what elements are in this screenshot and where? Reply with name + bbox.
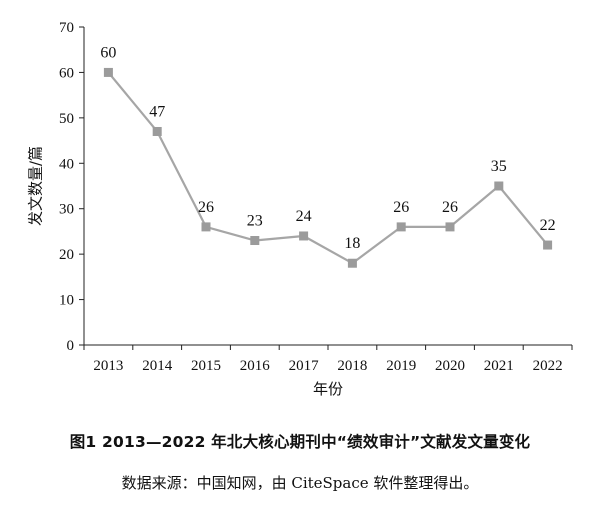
series-group [107,71,549,265]
data-point-marker [543,240,553,250]
x-tick-label: 2018 [337,358,367,374]
data-point-marker [299,231,309,241]
y-tick-label: 60 [59,65,74,81]
data-point-marker [396,222,406,232]
x-tick-label: 2019 [386,358,416,374]
y-axis-title: 发文数量/篇 [27,146,45,226]
data-label: 26 [393,199,409,216]
data-point-marker [201,222,211,232]
y-tick-label: 70 [59,20,74,36]
data-label: 23 [247,213,263,230]
data-label: 22 [540,217,556,234]
y-tick-label: 30 [59,202,74,218]
y-tick-label: 20 [59,247,74,263]
data-point-marker [494,181,504,191]
y-axis-ticks: 0 10 20 30 40 50 60 70 [59,20,84,354]
y-tick-label: 0 [67,338,75,354]
data-points [103,67,553,268]
data-point-marker [445,222,455,232]
data-label: 26 [442,199,458,216]
data-label: 26 [198,199,214,216]
y-tick-label: 50 [59,111,74,127]
x-tick-label: 2021 [484,358,514,374]
x-tick-label: 2014 [142,358,173,374]
data-labels: 60 47 26 23 24 18 26 26 35 22 [100,44,555,252]
x-tick-label: 2016 [240,358,271,374]
x-tick-label: 2022 [533,358,563,374]
x-tick-label: 2015 [191,358,221,374]
x-axis-title: 年份 [313,380,343,398]
data-label: 24 [296,208,312,225]
figure-source-note: 数据来源：中国知网，由 CiteSpace 软件整理得出。 [121,474,479,492]
x-tick-label: 2017 [289,358,320,374]
y-tick-label: 10 [59,293,74,309]
series-line [107,71,549,265]
y-tick-label: 40 [59,156,74,172]
data-label: 18 [344,235,360,252]
data-point-marker [250,236,260,246]
data-point-marker [152,126,162,136]
figure-title: 图1 2013—2022 年北大核心期刊中“绩效审计”文献发文量变化 [69,433,531,451]
x-tick-label: 2013 [93,358,123,374]
line-chart: 0 10 20 30 40 50 60 70 2013 2014 2015 2016 2017 2018… [27,20,573,398]
data-point-marker [103,67,113,77]
data-point-marker [347,258,357,268]
x-axis-ticks: 2013 2014 2015 2016 2017 2018 2019 2020 2021 2022 [83,345,573,374]
data-label: 47 [149,103,165,120]
data-label: 35 [491,158,507,175]
data-label: 60 [100,44,116,61]
x-tick-label: 2020 [435,358,465,374]
